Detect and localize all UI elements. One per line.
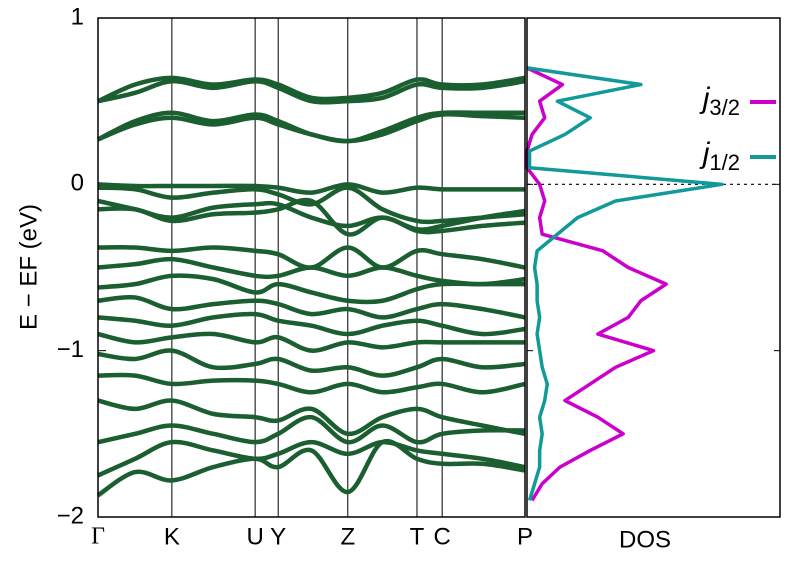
- band: [97, 75, 526, 104]
- band: [97, 197, 526, 237]
- x-tick-label: T: [410, 523, 425, 550]
- band: [97, 439, 526, 478]
- x-tick-label: K: [164, 523, 180, 550]
- band-frame: [97, 17, 526, 518]
- x-tick-label: Γ: [91, 524, 105, 550]
- band: [97, 372, 526, 395]
- x-tick-label: P: [517, 523, 533, 550]
- band: [97, 348, 526, 378]
- legend-label: j1/2: [699, 137, 740, 175]
- y-tick-label: −1: [57, 336, 84, 363]
- dos-line: [525, 66, 668, 502]
- legend-label: j3/2: [699, 82, 740, 120]
- band: [97, 78, 526, 105]
- dos-frame: [526, 17, 781, 518]
- band: [97, 331, 525, 353]
- y-tick-label: −2: [57, 502, 84, 529]
- band: [97, 182, 525, 195]
- dos-axis-label: DOS: [619, 526, 671, 553]
- dos-line: [526, 66, 724, 501]
- band: [97, 398, 526, 437]
- band: [97, 294, 526, 320]
- y-axis-label: E − EF (eV): [15, 204, 42, 330]
- band: [97, 256, 526, 287]
- band: [97, 185, 526, 225]
- band: [97, 198, 526, 232]
- x-tick-label: Y: [270, 523, 286, 550]
- band: [96, 438, 526, 498]
- band: [97, 311, 526, 337]
- y-tick-label: 0: [71, 170, 84, 197]
- x-tick-label: Z: [340, 523, 355, 550]
- band: [97, 112, 526, 144]
- y-tick-label: 1: [71, 3, 84, 30]
- x-tick-label: C: [433, 523, 450, 550]
- x-tick-label: U: [246, 523, 263, 550]
- band: [97, 273, 525, 305]
- band: [97, 414, 526, 445]
